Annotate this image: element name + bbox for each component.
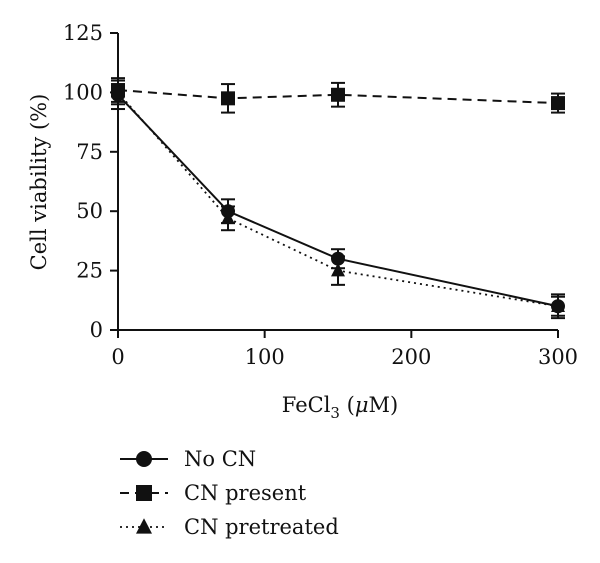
y-tick-label: 100	[63, 80, 103, 104]
data-point-cn-present	[331, 87, 345, 102]
series-line-no-cn	[117, 94, 559, 308]
legend: No CN CN present CN pretreated	[120, 447, 339, 539]
data-point-cn-pretreated	[221, 210, 235, 225]
legend-marker-cn-present	[136, 485, 152, 501]
x-tick-label: 300	[538, 345, 578, 369]
data-point-cn-pretreated	[551, 298, 565, 313]
y-ticks: 0 25 50 75 100 125	[63, 21, 118, 342]
legend-marker-no-cn	[136, 451, 152, 467]
x-tick-label: 200	[391, 345, 431, 369]
data-point-cn-present	[551, 96, 565, 111]
y-tick-label: 75	[76, 140, 103, 164]
y-tick-label: 125	[63, 21, 103, 45]
x-ticks: 0 100 200 300	[111, 330, 578, 369]
data-point-cn-pretreated	[111, 84, 125, 99]
legend-label-cn-pretreated: CN pretreated	[184, 515, 339, 539]
x-tick-label: 0	[111, 345, 124, 369]
data-point-cn-present	[221, 91, 235, 106]
x-axis-label-unit-open: (	[340, 393, 355, 417]
y-axis-label: Cell viability (%)	[27, 94, 51, 271]
series-lines	[117, 89, 559, 308]
x-axis-label-unit-rest: M)	[369, 393, 399, 417]
y-tick-label: 25	[76, 259, 103, 283]
series-error-bars	[111, 77, 565, 320]
y-tick-label: 0	[90, 318, 103, 342]
x-axis-label-unit-mu: μ	[355, 393, 369, 417]
data-point-no-cn	[331, 251, 345, 266]
series-markers	[111, 83, 565, 314]
legend-label-no-cn: No CN	[184, 447, 256, 471]
legend-marker-cn-pretreated	[136, 518, 152, 534]
x-tick-label: 100	[245, 345, 285, 369]
legend-label-cn-present: CN present	[184, 481, 307, 505]
x-axis-label: FeCl3 (μM)	[282, 393, 398, 422]
y-tick-label: 50	[76, 199, 103, 223]
x-axis-label-subscript: 3	[330, 404, 340, 422]
x-axis-label-main: FeCl	[282, 393, 331, 417]
series-line-cn-present	[117, 89, 559, 105]
series-line-cn-pretreated	[117, 91, 559, 308]
data-point-cn-pretreated	[331, 262, 345, 277]
